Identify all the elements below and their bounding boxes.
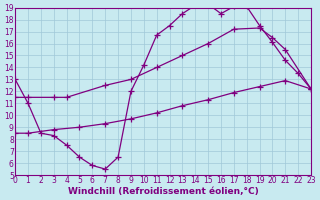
X-axis label: Windchill (Refroidissement éolien,°C): Windchill (Refroidissement éolien,°C): [68, 187, 259, 196]
